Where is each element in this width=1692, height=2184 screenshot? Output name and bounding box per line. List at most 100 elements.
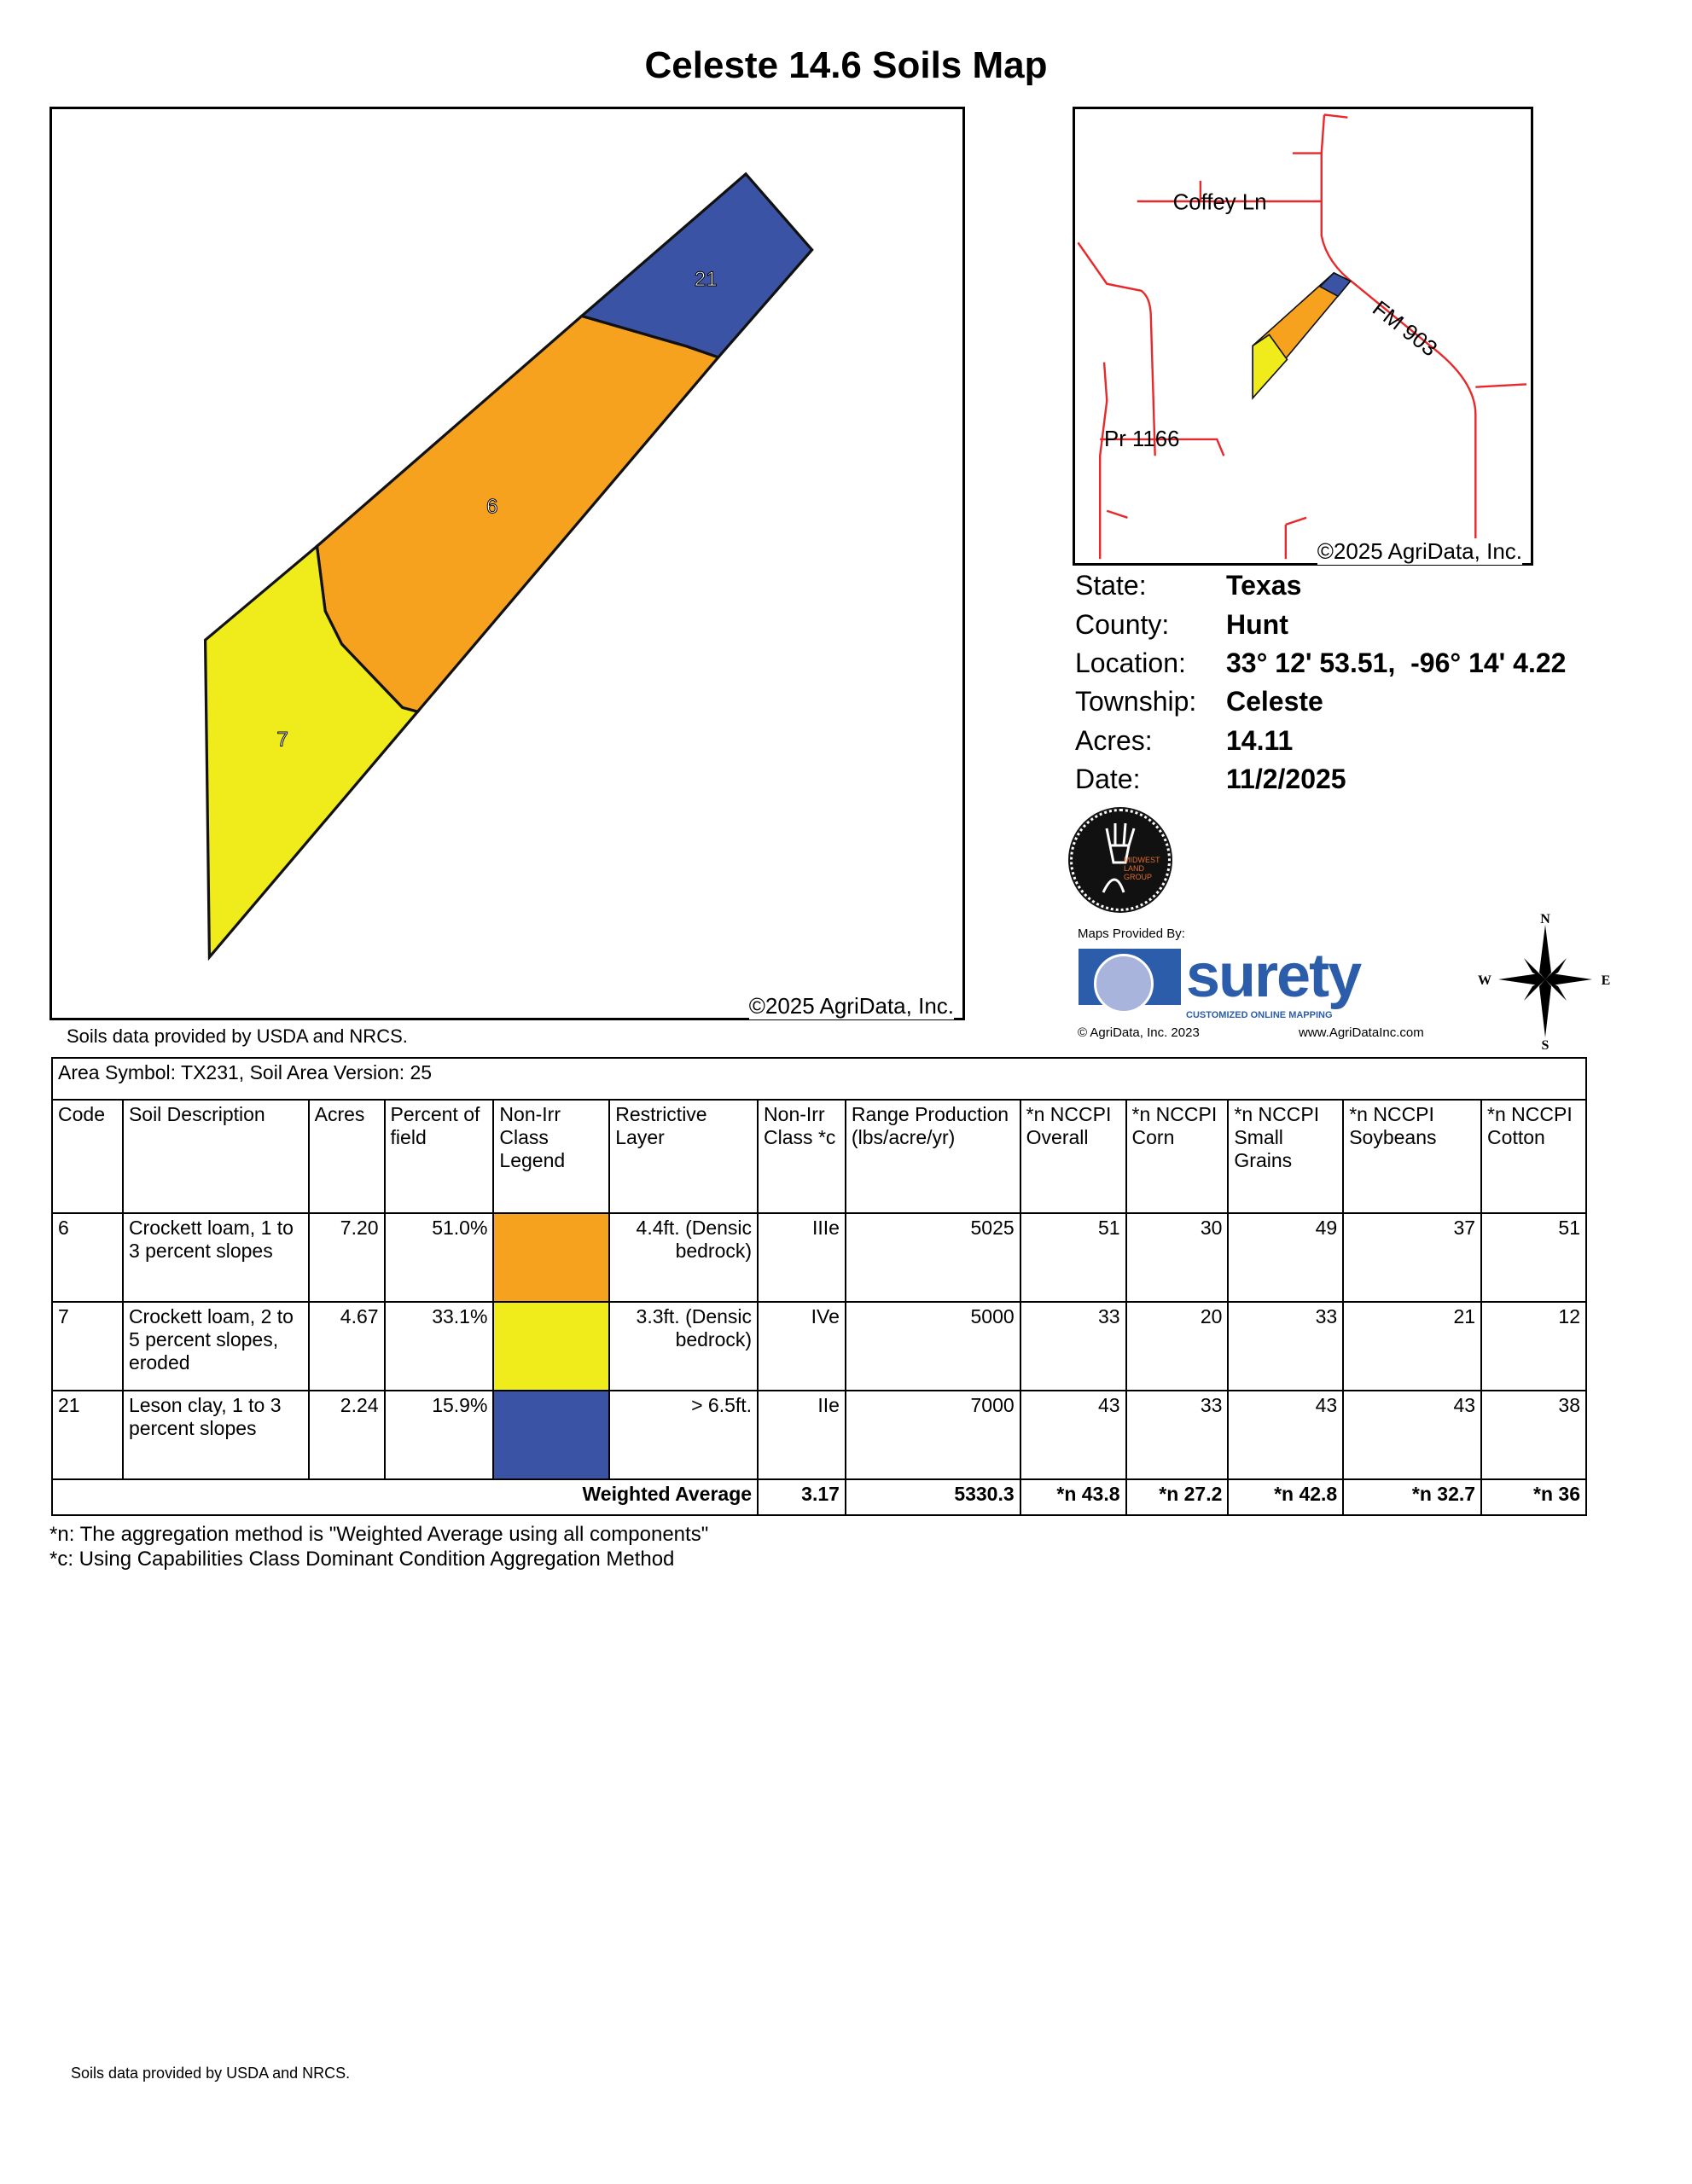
inset-copyright: ©2025 AgriData, Inc. [1317,538,1522,565]
road-label-coffey-ln: Coffey Ln [1173,191,1267,215]
col-header: *n NCCPI Cotton [1480,1099,1587,1214]
table-row: 6 Crockett loam, 1 to 3 percent slopes 7… [51,1212,1587,1303]
weighted-overall: *n 43.8 [1019,1478,1127,1516]
location-value: 33° 12' 53.51, -96° 14' 4.22 [1226,648,1567,678]
percent: 33.1% [383,1301,495,1391]
globe-icon [1079,949,1181,1014]
header-row: Code Soil Description Acres Percent of f… [51,1099,1587,1214]
col-header: Acres [307,1099,386,1214]
midwest-land-group-logo: MIDWEST LAND GROUP [1068,807,1172,913]
footnote-n: *n: The aggregation method is "Weighted … [49,1523,709,1546]
location-label: Location: [1075,648,1186,678]
col-header: *n NCCPI Small Grains [1227,1099,1345,1214]
location-map: Coffey Ln FM 903 Pr 1166 ©2025 AgriData,… [1073,107,1533,566]
nccpi-small-grains: 43 [1227,1390,1345,1480]
restrictive-layer: 3.3ft. (Densic bedrock) [608,1301,759,1391]
svg-text:W: W [1478,973,1491,988]
restrictive-layer: 4.4ft. (Densic bedrock) [608,1212,759,1303]
class: IVe [757,1301,846,1391]
code: 7 [51,1301,124,1391]
acres: 7.20 [307,1212,386,1303]
soils-table: Area Symbol: TX231, Soil Area Version: 2… [50,1057,1587,1516]
area-symbol: Area Symbol: TX231, Soil Area Version: 2… [51,1057,1587,1101]
class: IIe [757,1390,846,1480]
compass-rose-icon: N S W E [1473,912,1618,1053]
legend-swatch [492,1212,611,1303]
map-copyright: ©2025 AgriData, Inc. [748,993,954,1019]
field-outline-yellow [1252,334,1288,400]
agridata-url[interactable]: www.AgriDataInc.com [1299,1025,1424,1040]
label-7: 7 [276,729,288,752]
col-header: *n NCCPI Corn [1125,1099,1230,1214]
svg-text:N: N [1540,913,1550,926]
road-label-pr-1166: Pr 1166 [1104,427,1179,451]
weighted-cotton: *n 36 [1480,1478,1587,1516]
county-label: County: [1075,609,1170,640]
nccpi-corn: 20 [1125,1301,1230,1391]
nccpi-corn: 33 [1125,1390,1230,1480]
nccpi-small-grains: 33 [1227,1301,1345,1391]
soil-polygons: 21 6 7 [203,171,814,961]
nccpi-corn: 30 [1125,1212,1230,1303]
soils-map: 21 6 7 ©2025 AgriData, Inc. [49,107,965,1020]
table-row: 7 Crockett loam, 2 to 5 percent slopes, … [51,1301,1587,1391]
township-value: Celeste [1226,686,1323,717]
col-header: Restrictive Layer [608,1099,759,1214]
class: IIIe [757,1212,846,1303]
area-row: Area Symbol: TX231, Soil Area Version: 2… [51,1057,1587,1101]
weighted-range: 5330.3 [844,1478,1021,1516]
date-label: Date: [1075,764,1141,794]
col-header: *n NCCPI Soybeans [1342,1099,1483,1214]
col-header: Code [51,1099,124,1214]
page-title: Celeste 14.6 Soils Map [644,44,1048,86]
nccpi-overall: 33 [1019,1301,1127,1391]
road [1099,362,1225,560]
surety-tagline: CUSTOMIZED ONLINE MAPPING [1186,1010,1333,1020]
percent: 15.9% [383,1390,495,1480]
label-6: 6 [486,496,497,519]
date-value: 11/2/2025 [1226,764,1346,794]
nccpi-overall: 51 [1019,1212,1127,1303]
code: 21 [51,1390,124,1480]
road [1284,516,1307,560]
surety-logo: surety CUSTOMIZED ONLINE MAPPING [1079,945,1445,1022]
county-value: Hunt [1226,609,1288,640]
soil-description: Crockett loam, 2 to 5 percent slopes, er… [121,1301,310,1391]
nccpi-soybeans: 21 [1342,1301,1483,1391]
nccpi-cotton: 51 [1480,1212,1587,1303]
col-header: Range Production (lbs/acre/yr) [844,1099,1021,1214]
road-network: Coffey Ln FM 903 Pr 1166 [1077,113,1527,560]
soil-description: Leson clay, 1 to 3 percent slopes [121,1390,310,1480]
nccpi-overall: 43 [1019,1390,1127,1480]
legend-swatch [492,1301,611,1391]
nccpi-cotton: 38 [1480,1390,1587,1480]
col-header: Percent of field [383,1099,495,1214]
weighted-small-grains: *n 42.8 [1227,1478,1345,1516]
field-outline-blue [1318,271,1352,298]
nccpi-cotton: 12 [1480,1301,1587,1391]
township-label: Township: [1075,686,1197,717]
bottom-soils-note: Soils data provided by USDA and NRCS. [71,2065,351,2082]
weighted-class: 3.17 [757,1478,846,1516]
road [1077,241,1156,456]
acres: 2.24 [307,1390,386,1480]
legend-swatch [492,1390,611,1480]
maps-provided-by: Maps Provided By: [1078,926,1185,941]
footnote-c: *c: Using Capabilities Class Dominant Co… [49,1548,675,1571]
road-label-fm-903: FM 903 [1368,297,1441,362]
soils-data-note: Soils data provided by USDA and NRCS. [67,1025,408,1047]
range-production: 5025 [844,1212,1021,1303]
col-header: *n NCCPI Overall [1019,1099,1127,1214]
soil-unit-7 [203,543,421,961]
soil-unit-6 [315,314,721,714]
weighted-soybeans: *n 32.7 [1342,1478,1483,1516]
surety-wordmark: surety [1186,942,1362,1010]
nccpi-soybeans: 37 [1342,1212,1483,1303]
range-production: 5000 [844,1301,1021,1391]
state-label: State: [1075,570,1147,601]
road [1137,180,1322,203]
col-header: Non-Irr Class *c [757,1099,846,1214]
road [1292,113,1527,560]
code: 6 [51,1212,124,1303]
weighted-average-label: Weighted Average [50,1478,759,1516]
